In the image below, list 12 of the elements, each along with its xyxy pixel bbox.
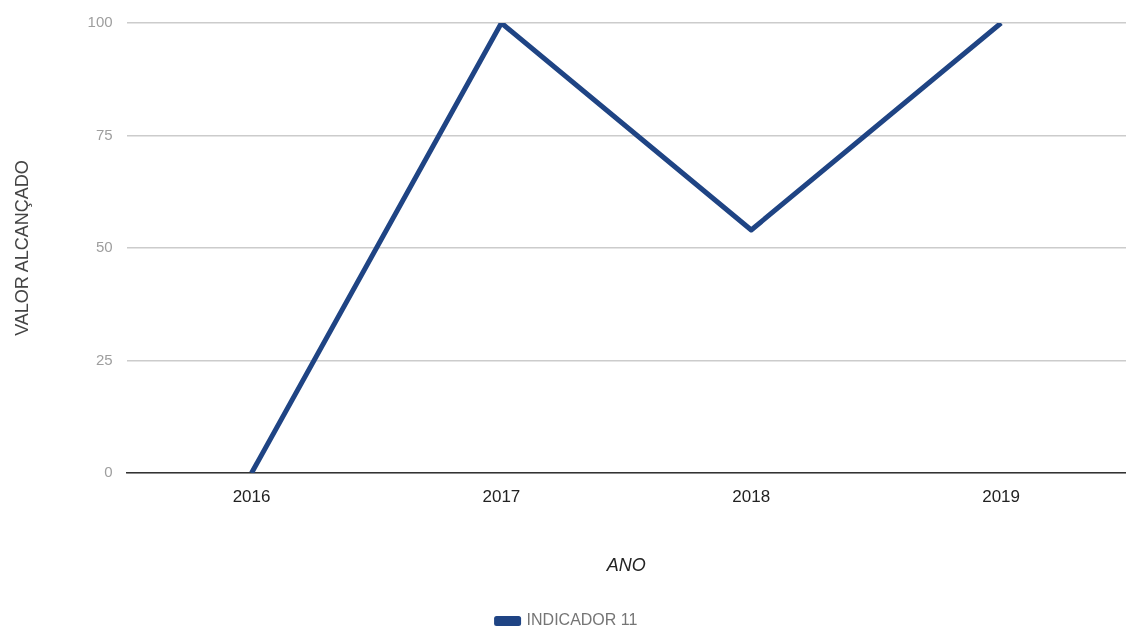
x-axis-title: ANO <box>605 555 646 576</box>
x-tick-label: 2016 <box>232 486 271 506</box>
x-tick-label: 2017 <box>482 486 521 506</box>
x-tick-label: 2018 <box>732 486 771 506</box>
y-axis-title: VALOR ALCANÇADO <box>11 160 32 336</box>
y-tick-label: 75 <box>95 125 113 143</box>
x-tick-label: 2019 <box>982 486 1020 506</box>
y-tick-label: 0 <box>104 463 113 481</box>
y-tick-label: 100 <box>87 13 113 31</box>
legend-label: INDICADOR 11 <box>526 611 638 629</box>
y-tick-label: 50 <box>95 238 113 256</box>
y-tick-label: 25 <box>95 350 113 368</box>
